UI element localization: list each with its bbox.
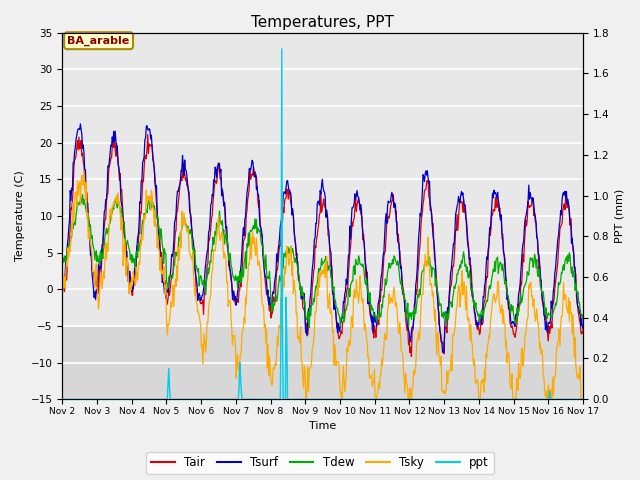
- Tsky: [58, 290, 66, 296]
- ppt: [278, 46, 285, 52]
- ppt: [579, 396, 587, 402]
- Tsurf: [77, 121, 84, 127]
- Tair: [68, 206, 76, 212]
- Tsky: [80, 168, 88, 173]
- Tsky: [68, 232, 76, 238]
- Tsurf: [402, 309, 410, 314]
- Tdew: [58, 263, 66, 268]
- Tsky: [511, 414, 518, 420]
- Tsky: [203, 338, 211, 344]
- ppt: [402, 396, 410, 402]
- Y-axis label: PPT (mm): PPT (mm): [615, 189, 625, 243]
- Tdew: [403, 315, 410, 321]
- Tsky: [387, 298, 394, 303]
- Legend: Tair, Tsurf, Tdew, Tsky, ppt: Tair, Tsurf, Tdew, Tsky, ppt: [147, 452, 493, 474]
- Tair: [203, 275, 211, 280]
- Tair: [175, 194, 183, 200]
- Tsky: [122, 273, 130, 279]
- Tair: [122, 248, 129, 254]
- Tdew: [175, 234, 183, 240]
- Line: Tsky: Tsky: [62, 170, 583, 417]
- ppt: [202, 396, 209, 402]
- Tair: [408, 354, 415, 360]
- Tsurf: [58, 281, 66, 287]
- Line: Tair: Tair: [62, 134, 583, 357]
- Line: ppt: ppt: [62, 49, 583, 399]
- Tair: [387, 205, 394, 211]
- Tsurf: [203, 254, 211, 260]
- Tsurf: [440, 350, 447, 356]
- Title: Temperatures, PPT: Temperatures, PPT: [252, 15, 394, 30]
- ppt: [387, 396, 394, 402]
- ppt: [174, 396, 182, 402]
- Tdew: [122, 241, 130, 247]
- Tsky: [175, 257, 183, 263]
- Tdew: [579, 312, 587, 317]
- ppt: [58, 396, 66, 402]
- Tsurf: [122, 252, 130, 258]
- Text: BA_arable: BA_arable: [67, 36, 130, 46]
- Tdew: [203, 278, 211, 284]
- ppt: [122, 396, 129, 402]
- Bar: [62, 326, 583, 399]
- Tdew: [305, 325, 313, 331]
- Line: Tsurf: Tsurf: [62, 124, 583, 353]
- Tair: [144, 132, 152, 137]
- Tsurf: [579, 326, 587, 332]
- Tair: [58, 292, 66, 298]
- Tsurf: [387, 199, 394, 204]
- Tsky: [579, 406, 587, 411]
- Tair: [579, 330, 587, 336]
- Line: Tdew: Tdew: [62, 195, 583, 328]
- X-axis label: Time: Time: [309, 421, 336, 432]
- ppt: [68, 396, 76, 402]
- Tsky: [402, 370, 410, 376]
- Tsurf: [175, 185, 183, 191]
- Y-axis label: Temperature (C): Temperature (C): [15, 170, 25, 261]
- Tdew: [68, 234, 76, 240]
- Tsurf: [68, 185, 76, 191]
- Tdew: [387, 261, 395, 266]
- Tair: [402, 315, 410, 321]
- Tdew: [79, 192, 86, 198]
